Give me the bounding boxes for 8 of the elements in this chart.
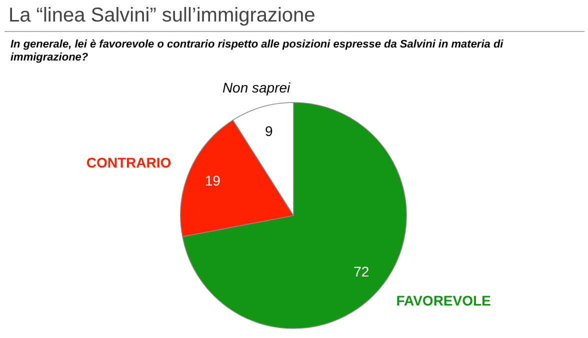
slice-label: CONTRARIO — [86, 154, 172, 171]
data-label: 72 — [354, 264, 370, 280]
slice-label: Non saprei — [222, 79, 292, 96]
chart-subtitle: In generale, lei è favorevole o contrario rispetto alle posizioni espresse da Salvini in materia di immigrazione? — [10, 38, 504, 64]
data-label: 19 — [204, 172, 221, 188]
data-label: 9 — [265, 122, 274, 139]
chart-title: La “linea Salvini” sull’immigrazione — [8, 4, 316, 26]
slice-label: FAVOREVOLE — [396, 292, 491, 308]
